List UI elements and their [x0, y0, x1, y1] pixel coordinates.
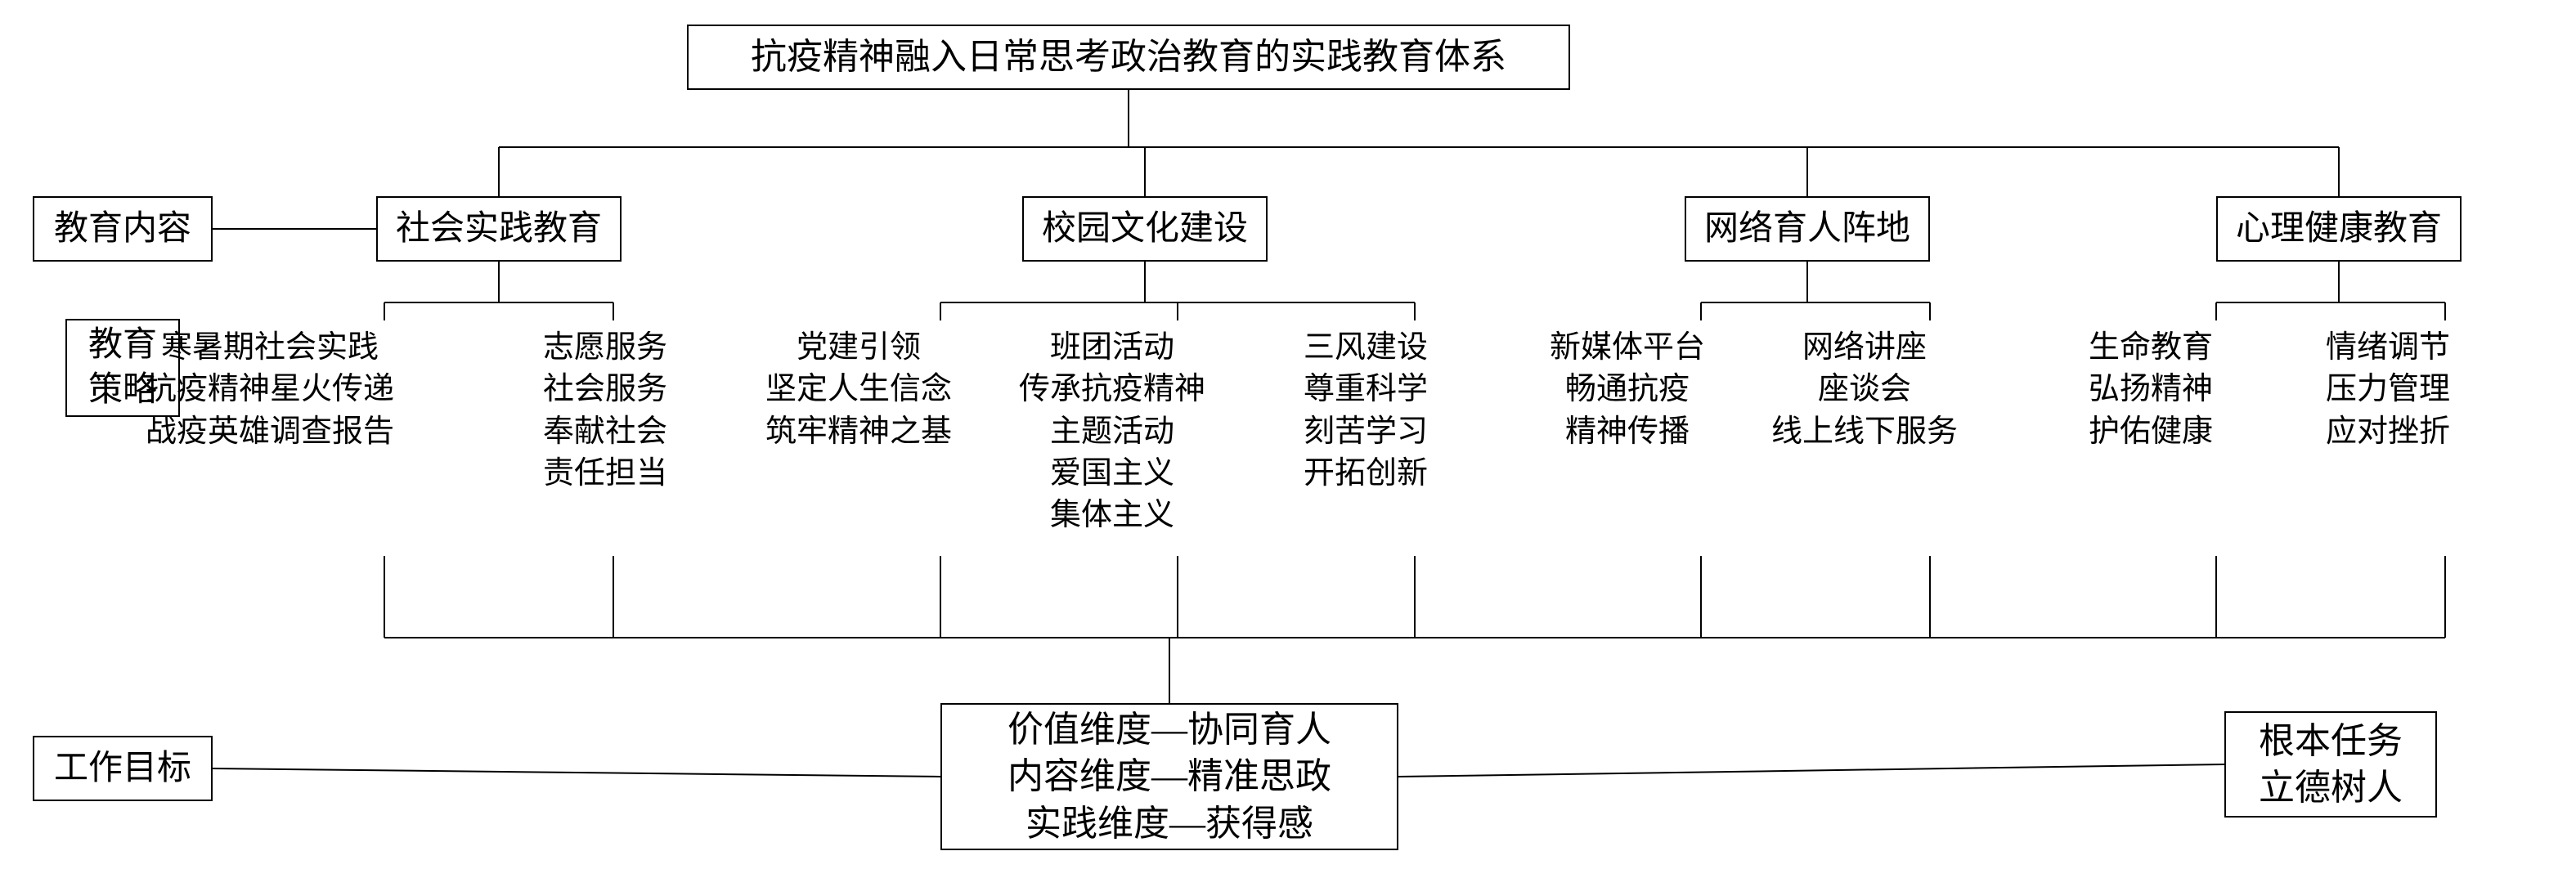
strategy-line: 刻苦学习 [1304, 411, 1428, 453]
strategy-line: 集体主义 [1050, 495, 1174, 536]
title-text: 抗疫精神融入日常思考政治教育的实践教育体系 [751, 34, 1506, 80]
category-campus-text: 校园文化建设 [1042, 207, 1248, 252]
strategy-8: 生命教育弘扬精神护佑健康 [2089, 327, 2213, 453]
strategy-line: 爱国主义 [1050, 453, 1174, 495]
strategy-1: 寒暑期社会实践抗疫精神星火传递战疫英雄调查报告 [146, 327, 394, 453]
task-l1: 根本任务 [2259, 718, 2403, 764]
strategy-line: 班团活动 [1050, 327, 1174, 369]
strategy-line: 线上线下服务 [1771, 411, 1958, 453]
goal-l1: 价值维度—协同育人 [1008, 706, 1331, 753]
strategy-6: 新媒体平台畅通抗疫精神传播 [1550, 327, 1705, 453]
strategy-line: 生命教育 [2089, 327, 2213, 369]
strategy-line: 座谈会 [1818, 369, 1911, 410]
strategy-line: 坚定人生信念 [765, 369, 952, 410]
task-box: 根本任务 立德树人 [2224, 711, 2437, 818]
label-goal-text: 工作目标 [54, 746, 191, 791]
category-social-text: 社会实践教育 [396, 207, 602, 252]
strategy-line: 畅通抗疫 [1565, 369, 1690, 410]
strategy-2: 志愿服务社会服务奉献社会责任担当 [543, 327, 667, 495]
strategy-line: 情绪调节 [2326, 327, 2450, 369]
goal-l2: 内容维度—精准思政 [1008, 753, 1331, 800]
category-social: 社会实践教育 [376, 196, 622, 262]
category-network: 网络育人阵地 [1685, 196, 1930, 262]
label-content: 教育内容 [33, 196, 213, 262]
strategy-line: 尊重科学 [1304, 369, 1428, 410]
goal-l3: 实践维度—获得感 [1008, 800, 1331, 847]
strategy-5: 三风建设尊重科学刻苦学习开拓创新 [1304, 327, 1428, 495]
strategy-line: 网络讲座 [1802, 327, 1927, 369]
strategy-3: 党建引领坚定人生信念筑牢精神之基 [765, 327, 952, 453]
strategy-line: 弘扬精神 [2089, 369, 2213, 410]
strategy-line: 三风建设 [1304, 327, 1428, 369]
category-campus: 校园文化建设 [1022, 196, 1268, 262]
strategy-line: 党建引领 [797, 327, 921, 369]
task-l2: 立德树人 [2259, 764, 2403, 811]
strategy-line: 抗疫精神星火传递 [146, 369, 394, 410]
strategy-line: 护佑健康 [2089, 411, 2213, 453]
strategy-4: 班团活动传承抗疫精神主题活动爱国主义集体主义 [1019, 327, 1205, 536]
strategy-line: 新媒体平台 [1550, 327, 1705, 369]
education-system-diagram: 抗疫精神融入日常思考政治教育的实践教育体系 教育内容 教育 策略 社会实践教育 … [16, 16, 2560, 880]
goal-box: 价值维度—协同育人 内容维度—精准思政 实践维度—获得感 [940, 703, 1398, 850]
strategy-line: 筑牢精神之基 [765, 411, 952, 453]
strategy-line: 社会服务 [543, 369, 667, 410]
strategy-line: 责任担当 [543, 453, 667, 495]
category-mental-text: 心理健康教育 [2236, 207, 2442, 252]
strategy-line: 精神传播 [1565, 411, 1690, 453]
strategy-9: 情绪调节压力管理应对挫折 [2326, 327, 2450, 453]
strategy-line: 传承抗疫精神 [1019, 369, 1205, 410]
strategy-line: 战疫英雄调查报告 [146, 411, 394, 453]
strategy-line: 开拓创新 [1304, 453, 1428, 495]
strategy-7: 网络讲座座谈会线上线下服务 [1771, 327, 1958, 453]
strategy-line: 应对挫折 [2326, 411, 2450, 453]
label-content-text: 教育内容 [54, 207, 191, 252]
strategy-line: 奉献社会 [543, 411, 667, 453]
strategy-line: 主题活动 [1050, 411, 1174, 453]
strategy-line: 寒暑期社会实践 [161, 327, 379, 369]
strategy-line: 志愿服务 [543, 327, 667, 369]
category-mental: 心理健康教育 [2216, 196, 2462, 262]
title-box: 抗疫精神融入日常思考政治教育的实践教育体系 [687, 25, 1570, 90]
category-network-text: 网络育人阵地 [1704, 207, 1910, 252]
strategy-line: 压力管理 [2326, 369, 2450, 410]
label-goal: 工作目标 [33, 736, 213, 801]
